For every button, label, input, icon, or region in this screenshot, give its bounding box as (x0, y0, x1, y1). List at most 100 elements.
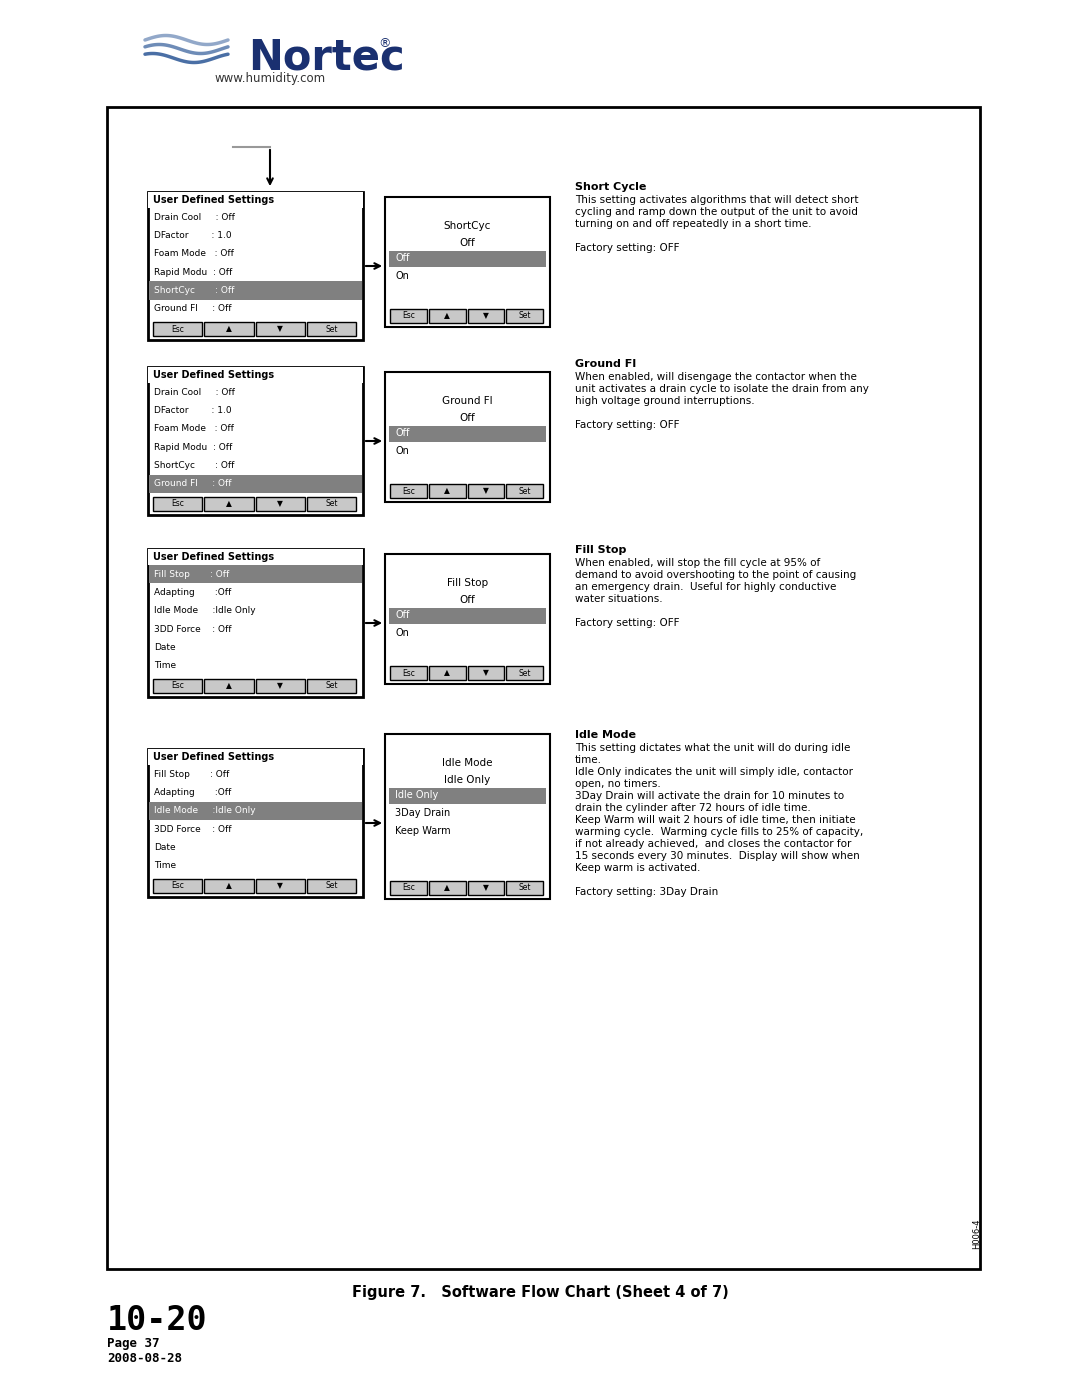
Bar (468, 309, 504, 323)
Text: ®: ® (378, 36, 391, 50)
Text: Idle Mode: Idle Mode (575, 731, 636, 740)
Text: Adapting       :Off: Adapting :Off (154, 788, 231, 798)
Text: ▼: ▼ (483, 669, 489, 678)
Bar (468, 666, 504, 680)
Bar (153, 321, 202, 337)
Text: Adapting       :Off: Adapting :Off (154, 588, 231, 597)
Bar (389, 608, 546, 624)
Bar (149, 475, 362, 493)
Bar (153, 497, 202, 511)
Text: Set: Set (518, 669, 531, 678)
Text: ShortCyc: ShortCyc (444, 221, 491, 231)
Text: Time: Time (154, 862, 176, 870)
Bar (468, 882, 504, 895)
Text: ▲: ▲ (226, 882, 232, 890)
Text: ▲: ▲ (444, 486, 450, 496)
Text: ▲: ▲ (226, 682, 232, 690)
Bar (384, 555, 550, 685)
Text: Fill Stop: Fill Stop (575, 545, 626, 555)
Text: Off: Off (395, 610, 409, 620)
Bar (149, 281, 362, 300)
Bar (507, 483, 543, 497)
Text: ▼: ▼ (278, 324, 283, 334)
Text: Set: Set (325, 500, 338, 509)
Text: User Defined Settings: User Defined Settings (153, 552, 274, 562)
Bar (429, 309, 465, 323)
Text: On: On (395, 629, 409, 638)
Bar (204, 679, 254, 693)
Bar (429, 666, 465, 680)
Bar (389, 788, 546, 805)
Text: Set: Set (325, 324, 338, 334)
Text: Off: Off (460, 595, 475, 605)
Text: ShortCyc       : Off: ShortCyc : Off (154, 286, 234, 295)
Text: Set: Set (325, 682, 338, 690)
Text: Drain Cool     : Off: Drain Cool : Off (154, 212, 234, 222)
Text: ▼: ▼ (483, 883, 489, 893)
Bar (468, 483, 504, 497)
Bar (389, 251, 546, 267)
Bar (148, 749, 363, 766)
Bar (148, 191, 363, 208)
Text: Esc: Esc (172, 324, 184, 334)
Text: Keep Warm: Keep Warm (395, 826, 450, 835)
Text: 2008-08-28: 2008-08-28 (107, 1352, 183, 1365)
Text: Keep warm is activated.: Keep warm is activated. (575, 863, 700, 873)
Bar (307, 679, 356, 693)
Bar (107, 108, 980, 1268)
Text: Drain Cool     : Off: Drain Cool : Off (154, 387, 234, 397)
Text: Fill Stop: Fill Stop (447, 578, 488, 588)
Text: 3DD Force    : Off: 3DD Force : Off (154, 824, 231, 834)
Text: Fill Stop       : Off: Fill Stop : Off (154, 570, 229, 578)
Bar (307, 879, 356, 893)
Text: water situations.: water situations. (575, 594, 663, 604)
Bar (148, 367, 363, 383)
Text: 3DD Force    : Off: 3DD Force : Off (154, 624, 231, 634)
Text: ShortCyc       : Off: ShortCyc : Off (154, 461, 234, 469)
Text: Keep Warm will wait 2 hours of idle time, then initiate: Keep Warm will wait 2 hours of idle time… (575, 814, 855, 826)
Text: Factory setting: OFF: Factory setting: OFF (575, 617, 679, 629)
Text: ▼: ▼ (278, 500, 283, 509)
Text: Esc: Esc (172, 682, 184, 690)
Bar (148, 367, 363, 515)
Text: Esc: Esc (172, 882, 184, 890)
Text: Idle Mode: Idle Mode (442, 759, 492, 768)
Text: warming cycle.  Warming cycle fills to 25% of capacity,: warming cycle. Warming cycle fills to 25… (575, 827, 863, 837)
Text: Esc: Esc (402, 883, 415, 893)
Bar (384, 372, 550, 502)
Text: Idle Only: Idle Only (444, 775, 490, 785)
Text: ▲: ▲ (444, 312, 450, 320)
Text: Esc: Esc (402, 486, 415, 496)
Text: When enabled, will stop the fill cycle at 95% of: When enabled, will stop the fill cycle a… (575, 557, 820, 569)
Text: 15 seconds every 30 minutes.  Display will show when: 15 seconds every 30 minutes. Display wil… (575, 851, 860, 861)
Bar (256, 879, 305, 893)
Bar (153, 679, 202, 693)
Text: DFactor        : 1.0: DFactor : 1.0 (154, 231, 231, 240)
Text: Ground FI     : Off: Ground FI : Off (154, 479, 231, 489)
Bar (390, 666, 427, 680)
Bar (256, 321, 305, 337)
Text: cycling and ramp down the output of the unit to avoid: cycling and ramp down the output of the … (575, 207, 858, 217)
Text: Factory setting: 3Day Drain: Factory setting: 3Day Drain (575, 887, 718, 897)
Bar (307, 321, 356, 337)
Text: drain the cylinder after 72 hours of idle time.: drain the cylinder after 72 hours of idl… (575, 803, 811, 813)
Text: User Defined Settings: User Defined Settings (153, 196, 274, 205)
Bar (389, 426, 546, 441)
Bar (148, 191, 363, 339)
Text: Idle Only: Idle Only (395, 789, 438, 800)
Bar (148, 549, 363, 697)
Bar (148, 549, 363, 564)
Text: Set: Set (518, 883, 531, 893)
Text: ▼: ▼ (483, 486, 489, 496)
Text: Page 37: Page 37 (107, 1337, 160, 1351)
Text: This setting dictates what the unit will do during idle: This setting dictates what the unit will… (575, 743, 850, 753)
Text: This setting activates algorithms that will detect short: This setting activates algorithms that w… (575, 196, 859, 205)
Text: Figure 7.   Software Flow Chart (Sheet 4 of 7): Figure 7. Software Flow Chart (Sheet 4 o… (352, 1284, 728, 1299)
Bar (390, 483, 427, 497)
Text: unit activates a drain cycle to isolate the drain from any: unit activates a drain cycle to isolate … (575, 384, 869, 394)
Text: ▼: ▼ (483, 312, 489, 320)
Bar (384, 197, 550, 327)
Bar (429, 882, 465, 895)
Text: Esc: Esc (172, 500, 184, 509)
Text: Nortec: Nortec (248, 36, 405, 80)
